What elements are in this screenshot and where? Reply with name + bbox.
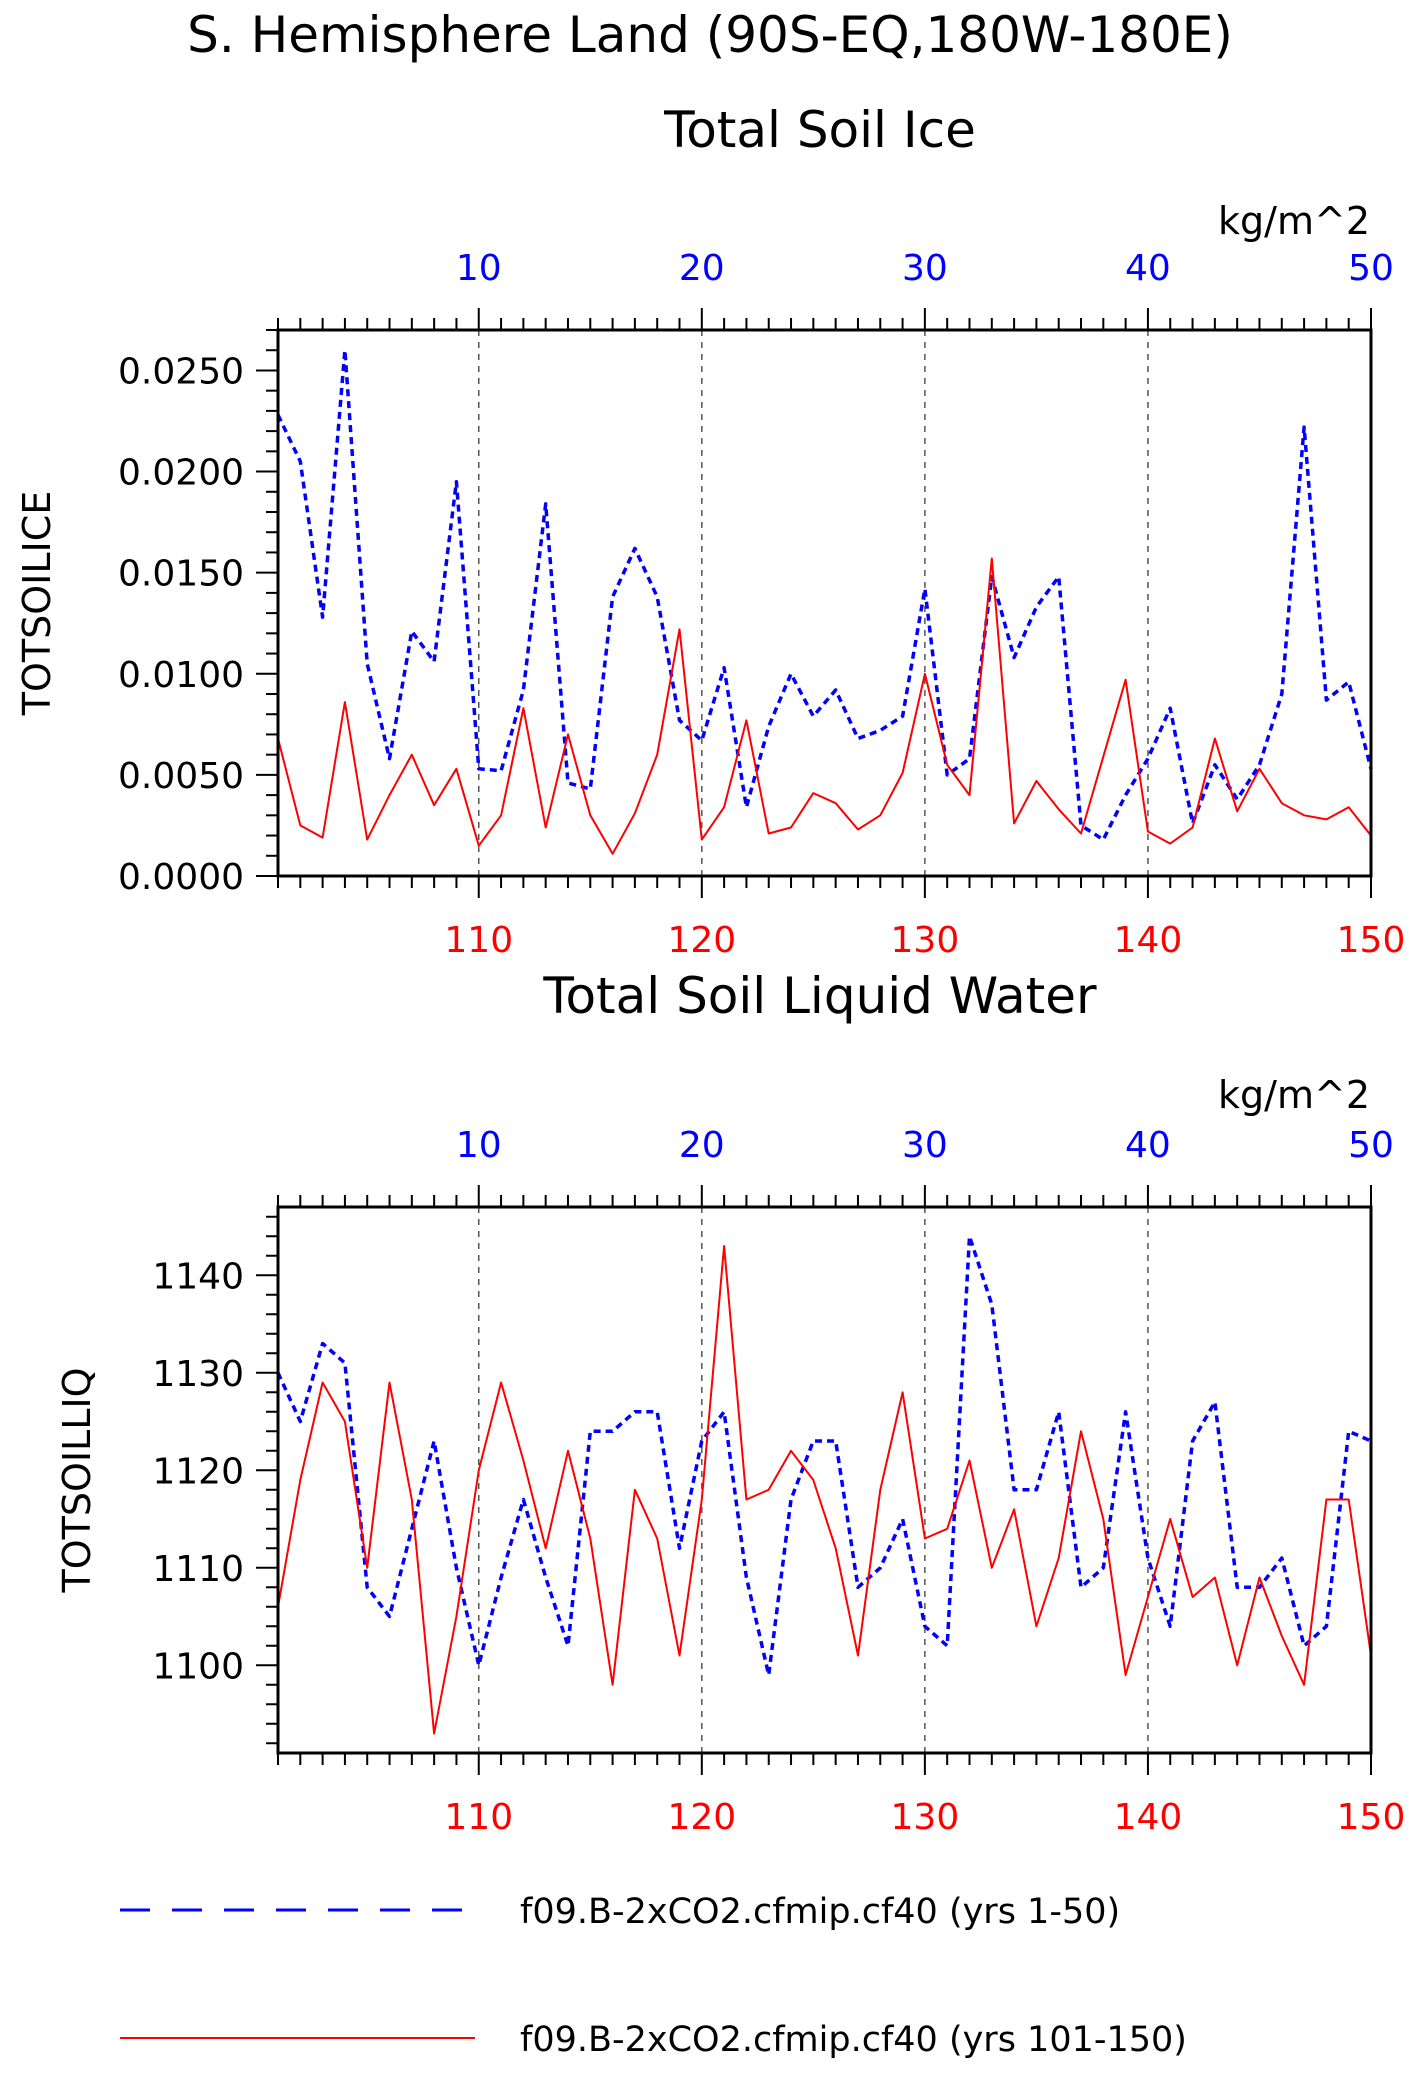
x-top-tick-label: 30 xyxy=(902,248,948,289)
series-line-yrs-101-150-soil-liquid xyxy=(277,1245,1372,1735)
legend-label-yrs-1-50: f09.B-2xCO2.cfmip.cf40 (yrs 1-50) xyxy=(520,1892,1120,1932)
tick-labels-soil-liquid: 1100 1110 1120 1130 1140 110 120 130 140 150 10 20 3… xyxy=(152,1125,1405,1838)
y-tick-label: 0.0050 xyxy=(118,756,244,797)
axis-ticks-soil-liquid xyxy=(256,1185,1372,1775)
y-tick-label: 1100 xyxy=(152,1646,244,1687)
units-label-soil-ice: kg/m^2 xyxy=(1218,199,1370,243)
y-tick-label: 1140 xyxy=(152,1256,244,1297)
panel-title-soil-liquid: Total Soil Liquid Water xyxy=(542,967,1097,1025)
x-bottom-tick-label: 130 xyxy=(891,920,960,961)
x-bottom-tick-label: 130 xyxy=(891,1797,960,1838)
x-bottom-tick-label: 150 xyxy=(1337,1797,1406,1838)
x-bottom-tick-label: 150 xyxy=(1337,920,1406,961)
y-axis-label-soil-ice: TOTSOILICE xyxy=(15,491,59,717)
x-top-tick-label: 20 xyxy=(679,1125,725,1166)
x-bottom-tick-label: 110 xyxy=(444,1797,513,1838)
series-line-yrs-1-50-soil-liquid xyxy=(276,1234,1372,1677)
x-top-tick-label: 50 xyxy=(1348,1125,1394,1166)
y-tick-label: 1110 xyxy=(152,1549,244,1590)
plot-frame-soil-ice xyxy=(276,328,1373,878)
x-bottom-tick-label: 110 xyxy=(444,920,513,961)
x-top-tick-label: 10 xyxy=(456,1125,502,1166)
panel-title-soil-ice: Total Soil Ice xyxy=(663,101,976,159)
y-tick-label: 0.0100 xyxy=(118,655,244,696)
y-tick-label: 0.0200 xyxy=(118,453,244,494)
x-bottom-tick-label: 120 xyxy=(667,920,736,961)
y-tick-label: 1120 xyxy=(152,1451,244,1492)
legend: f09.B-2xCO2.cfmip.cf40 (yrs 1-50) f09.B-… xyxy=(120,1892,1187,2060)
x-top-tick-label: 10 xyxy=(456,248,502,289)
tick-labels-soil-ice: 0.0000 0.0050 0.0100 0.0150 0.0200 0.0250 110 1… xyxy=(118,248,1405,961)
y-tick-label: 0.0150 xyxy=(118,554,244,595)
plot-frame-soil-liquid xyxy=(276,1205,1373,1755)
y-tick-label: 1130 xyxy=(152,1354,244,1395)
x-bottom-tick-label: 140 xyxy=(1114,920,1183,961)
units-label-soil-liquid: kg/m^2 xyxy=(1218,1073,1370,1117)
series-group-soil-liquid xyxy=(276,1234,1372,1735)
legend-label-yrs-101-150: f09.B-2xCO2.cfmip.cf40 (yrs 101-150) xyxy=(520,2020,1187,2060)
axis-ticks-soil-ice xyxy=(256,308,1372,898)
x-top-tick-label: 50 xyxy=(1348,248,1394,289)
x-top-tick-label: 40 xyxy=(1125,1125,1171,1166)
x-bottom-tick-label: 120 xyxy=(667,1797,736,1838)
x-bottom-tick-label: 140 xyxy=(1114,1797,1183,1838)
y-tick-label: 0.0000 xyxy=(118,857,244,898)
x-top-tick-label: 30 xyxy=(902,1125,948,1166)
series-line-yrs-1-50-soil-ice xyxy=(276,348,1373,842)
panel-soil-liquid: Total Soil Liquid Water kg/m^2 110011101… xyxy=(55,967,1405,1838)
x-top-tick-label: 20 xyxy=(679,248,725,289)
figure-title: S. Hemisphere Land (90S-EQ,180W-180E) xyxy=(187,6,1233,64)
y-tick-label: 0.0250 xyxy=(118,351,244,392)
series-group-soil-ice xyxy=(276,348,1373,855)
panel-soil-ice: Total Soil Ice kg/m^2 0.0000 0.0050 0.0100… xyxy=(15,101,1405,961)
series-line-yrs-101-150-soil-ice xyxy=(277,557,1372,855)
x-top-tick-label: 40 xyxy=(1125,248,1171,289)
y-axis-label-soil-liquid: TOTSOILLIQ xyxy=(55,1367,99,1593)
